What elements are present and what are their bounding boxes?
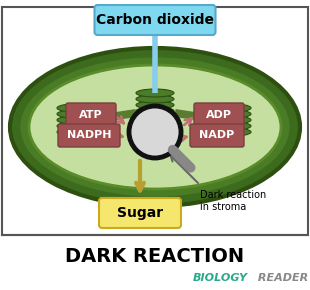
FancyBboxPatch shape	[66, 103, 116, 126]
Text: Dark reaction
in stroma: Dark reaction in stroma	[200, 190, 266, 212]
FancyBboxPatch shape	[58, 124, 120, 147]
Ellipse shape	[205, 122, 251, 130]
Ellipse shape	[136, 95, 174, 103]
Ellipse shape	[205, 104, 251, 113]
Text: READER: READER	[254, 273, 308, 283]
Ellipse shape	[19, 56, 291, 198]
FancyBboxPatch shape	[95, 5, 215, 35]
Ellipse shape	[29, 65, 281, 189]
Ellipse shape	[136, 113, 174, 121]
Circle shape	[129, 106, 181, 158]
FancyBboxPatch shape	[194, 103, 244, 126]
Ellipse shape	[57, 110, 103, 119]
Ellipse shape	[205, 115, 251, 124]
Ellipse shape	[57, 122, 103, 130]
FancyBboxPatch shape	[190, 124, 244, 147]
Text: NADPH: NADPH	[67, 130, 111, 140]
Text: DARK REACTION: DARK REACTION	[65, 247, 245, 267]
FancyArrow shape	[102, 109, 137, 122]
Ellipse shape	[136, 101, 174, 109]
FancyBboxPatch shape	[99, 198, 181, 228]
Ellipse shape	[136, 89, 174, 97]
Text: ADP: ADP	[206, 110, 232, 119]
Ellipse shape	[57, 104, 103, 113]
Ellipse shape	[205, 128, 251, 137]
Text: NADP: NADP	[199, 130, 235, 140]
Ellipse shape	[205, 110, 251, 119]
FancyArrow shape	[175, 109, 209, 122]
Text: BIOLOGY: BIOLOGY	[193, 273, 248, 283]
Text: Sugar: Sugar	[117, 206, 163, 220]
Ellipse shape	[57, 115, 103, 124]
Text: Carbon dioxide: Carbon dioxide	[96, 13, 214, 27]
Bar	[2, 7, 308, 235]
Ellipse shape	[10, 48, 300, 206]
Ellipse shape	[57, 128, 103, 137]
Text: ATP: ATP	[79, 110, 103, 119]
Ellipse shape	[136, 107, 174, 115]
